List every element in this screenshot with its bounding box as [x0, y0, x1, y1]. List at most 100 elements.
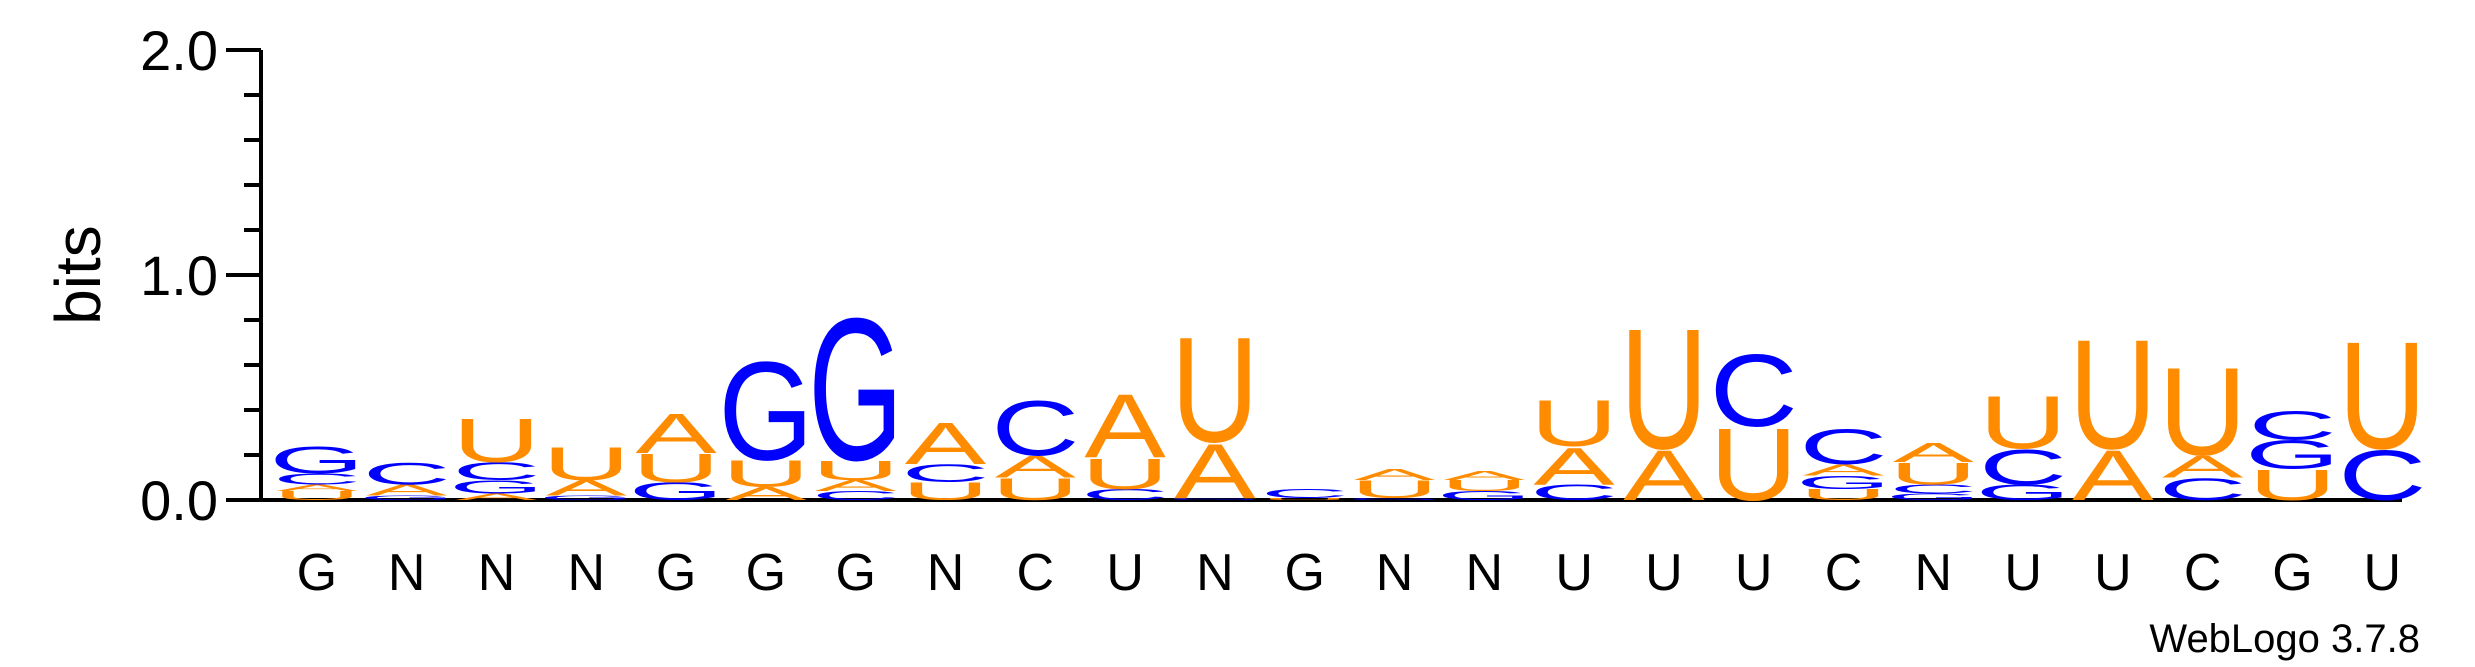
- position-label: N: [568, 544, 606, 602]
- position-label: N: [927, 544, 965, 602]
- position-label: C: [2184, 544, 2222, 602]
- logo-letter-U: U: [1350, 475, 1438, 503]
- position-label: U: [1106, 544, 1144, 602]
- logo-letter-A: A: [1084, 375, 1166, 476]
- logo-letter-U: U: [2159, 343, 2247, 483]
- logo-letter-U: U: [1440, 477, 1528, 494]
- logo-letter-C: C: [901, 459, 989, 487]
- y-tick-label-1: 1.0: [140, 244, 218, 307]
- logo-letter-A: A: [456, 492, 538, 502]
- logo-letter-U: U: [2338, 311, 2426, 481]
- logo-letter-A: A: [1623, 435, 1705, 515]
- logo-letter-U: U: [632, 446, 720, 491]
- logo-letter-A: A: [1803, 461, 1884, 478]
- logo-letter-A: A: [815, 477, 896, 494]
- logo-letter-A: A: [1354, 466, 1435, 483]
- y-minor-ticks: [244, 93, 261, 457]
- position-label: G: [1284, 544, 1324, 602]
- logo-letter-A: A: [905, 411, 986, 477]
- position-label: U: [1735, 544, 1773, 602]
- logo-letter-A: A: [2072, 435, 2154, 515]
- logo-letter-G: G: [269, 439, 364, 481]
- position-label: U: [1555, 544, 1593, 602]
- logo-letter-C: C: [1530, 480, 1618, 504]
- position-label: C: [1017, 544, 1055, 602]
- logo-letter-U: U: [1081, 450, 1169, 499]
- y-tick-label-0: 0.0: [140, 469, 218, 532]
- position-label: C: [1825, 544, 1863, 602]
- position-label: G: [2272, 544, 2312, 602]
- letter-stacks: UACGGACAGCUGAUGUAAUGCAUGUCAUACCUAGAUUCGU…: [269, 275, 2426, 522]
- position-label: N: [478, 544, 516, 602]
- position-label: U: [2004, 544, 2042, 602]
- position-label: U: [2364, 544, 2402, 602]
- logo-letter-U: U: [991, 472, 1079, 507]
- logo-letter-G: G: [2245, 432, 2340, 477]
- logo-letter-C: C: [1081, 486, 1169, 503]
- logo-letter-G: G: [539, 494, 634, 501]
- logo-letter-C: C: [2159, 472, 2247, 507]
- logo-letter-A: A: [276, 483, 358, 493]
- logo-letter-A: A: [635, 402, 717, 465]
- logo-letter-C: C: [991, 384, 1079, 472]
- logo-letter-G: G: [718, 332, 813, 489]
- logo-letter-C: C: [1799, 419, 1887, 475]
- position-label: N: [388, 544, 426, 602]
- logo-letter-U: U: [1979, 381, 2067, 465]
- logo-letter-G: G: [1886, 492, 1981, 502]
- position-label: N: [1466, 544, 1504, 602]
- position-label: G: [746, 544, 786, 602]
- position-label: G: [656, 544, 696, 602]
- logo-letter-A: A: [1533, 436, 1615, 495]
- logo-letter-A: A: [366, 481, 447, 498]
- logo-letter-C: C: [363, 456, 451, 491]
- logo-letter-C: C: [2338, 435, 2426, 515]
- logo-letter-G: G: [449, 476, 544, 497]
- logo-letter-G: G: [359, 494, 454, 501]
- logo-letter-U: U: [273, 489, 361, 503]
- logo-letter-C: C: [1979, 439, 2067, 495]
- logo-letter-U: U: [1620, 293, 1708, 486]
- y-axis-title: bits: [42, 225, 114, 325]
- logo-letter-C: C: [273, 470, 361, 487]
- logo-letter-A: A: [1174, 427, 1256, 515]
- logo-letter-U: U: [901, 477, 989, 505]
- logo-letter-C: C: [452, 457, 540, 485]
- logo-letter-A: A: [725, 483, 807, 504]
- position-label: N: [1196, 544, 1234, 602]
- logo-letter-U: U: [1889, 456, 1977, 491]
- y-axis: 0.0 1.0 2.0 bits: [42, 19, 263, 532]
- logo-letter-C: C: [1710, 333, 1798, 448]
- logo-letter-U: U: [452, 405, 540, 475]
- logo-letter-A: A: [546, 476, 628, 500]
- logo-letter-U: U: [542, 437, 630, 490]
- logo-letter-U: U: [2069, 307, 2157, 482]
- y-tick-label-2: 2.0: [140, 19, 218, 82]
- logo-letter-G: G: [1437, 489, 1532, 503]
- logo-letter-U: U: [722, 453, 810, 495]
- logo-letter-A: A: [995, 449, 1077, 484]
- position-label: N: [1915, 544, 1953, 602]
- logo-letter-A: A: [1893, 436, 1974, 467]
- logo-letter-U: U: [1799, 486, 1887, 503]
- position-label: N: [1376, 544, 1414, 602]
- position-label: U: [1645, 544, 1683, 602]
- position-label: U: [2094, 544, 2132, 602]
- logo-letter-C: C: [1889, 482, 1977, 496]
- logo-letter-C: C: [1261, 487, 1349, 501]
- logo-letter-U: U: [1261, 497, 1349, 500]
- logo-letter-A: A: [2162, 449, 2244, 484]
- logo-letter-G: G: [629, 477, 724, 505]
- weblogo-credit: WebLogo 3.7.8: [2149, 617, 2420, 661]
- logo-letter-U: U: [1171, 305, 1259, 473]
- logo-letter-U: U: [812, 454, 900, 485]
- logo-letter-G: G: [1976, 480, 2071, 504]
- position-label: G: [297, 544, 337, 602]
- logo-letter-U: U: [1710, 407, 1798, 522]
- logo-letter-A: A: [1444, 469, 1526, 483]
- logo-letter-G: G: [1347, 497, 1442, 500]
- logo-letter-G: G: [808, 275, 903, 503]
- logo-letter-U: U: [2248, 461, 2336, 510]
- logo-letter-G: G: [1796, 472, 1891, 493]
